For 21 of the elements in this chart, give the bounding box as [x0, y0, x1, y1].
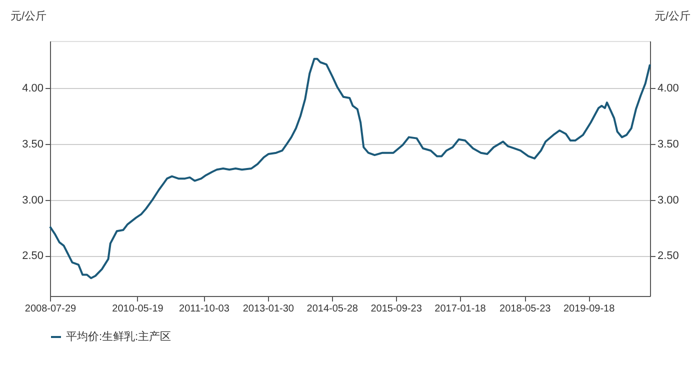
- x-tick-label: 2019-09-18: [563, 304, 616, 314]
- x-tick-label: 2011-10-03: [178, 304, 230, 314]
- y-tick-label: 3.50: [22, 138, 44, 150]
- legend-label: 平均价:生鲜乳:主产区: [66, 330, 172, 343]
- y-tick-label: 4.00: [22, 82, 44, 94]
- y2-tick-label: 4.00: [658, 82, 679, 94]
- y-tick-label: 2.50: [22, 250, 44, 262]
- x-tick-label: 2014-05-28: [306, 304, 358, 314]
- y2-axis-title: 元/公斤: [654, 10, 690, 22]
- y2-tick-label: 3.50: [658, 138, 679, 150]
- x-tick-label: 2017-01-18: [434, 304, 486, 314]
- x-tick-label: 2008-07-29: [24, 304, 77, 314]
- y-tick-label: 3.00: [22, 194, 44, 206]
- x-tick-label: 2010-05-19: [112, 304, 164, 314]
- x-tick-label: 2018-05-23: [500, 304, 552, 314]
- x-tick-label: 2015-09-23: [370, 304, 422, 314]
- y2-tick-label: 3.00: [658, 194, 679, 206]
- y2-tick-label: 2.50: [658, 250, 679, 262]
- line-series: [49, 58, 651, 280]
- y-axis-title: 元/公斤: [10, 10, 47, 22]
- x-tick-label: 2013-01-30: [242, 304, 294, 314]
